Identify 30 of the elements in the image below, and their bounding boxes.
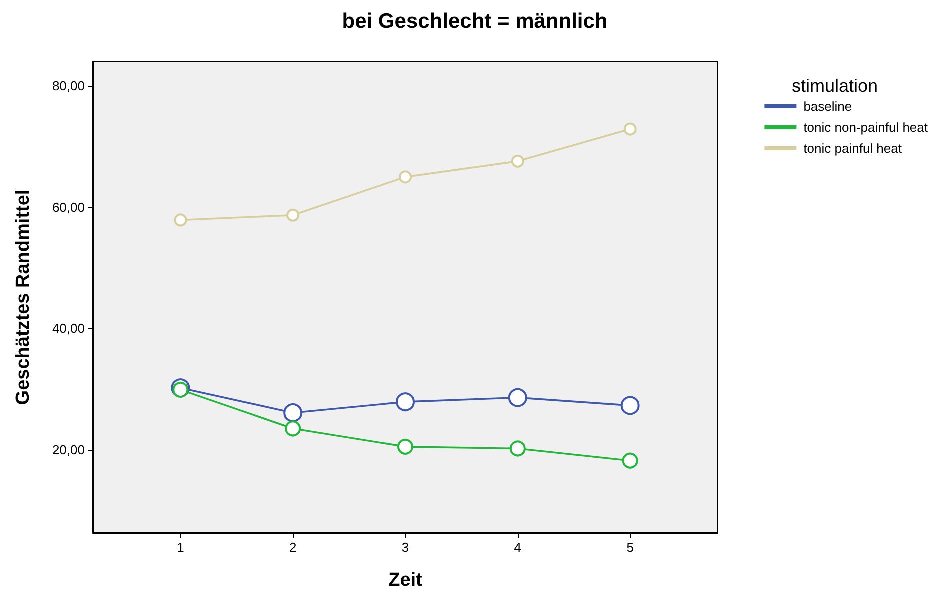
x-tick-label: 3: [402, 540, 410, 555]
point: [508, 388, 528, 408]
x-tick-label: 1: [177, 540, 184, 555]
y-tick-label: 60,00: [52, 200, 85, 215]
y-tick-label: 40,00: [52, 321, 85, 336]
point: [286, 208, 300, 222]
x-tick-label: 5: [626, 540, 634, 555]
point: [174, 214, 188, 227]
legend-label: baseline: [804, 99, 852, 114]
legend-label: tonic non-painful heat: [804, 120, 928, 135]
legend-label: tonic painful heat: [804, 141, 902, 156]
y-tick-label: 80,00: [52, 78, 85, 94]
point: [285, 420, 302, 437]
point: [624, 122, 637, 136]
y-tick-label: 20,00: [52, 442, 85, 458]
point: [284, 403, 303, 422]
point: [622, 452, 638, 469]
point: [511, 154, 524, 168]
point: [620, 396, 640, 416]
point: [510, 440, 526, 457]
chart-title: bei Geschlecht = männlich: [342, 10, 608, 33]
point: [399, 170, 412, 184]
x-tick-label: 2: [289, 540, 297, 555]
x-tick-label: 4: [514, 540, 522, 555]
point: [172, 382, 189, 398]
y-axis-title: Geschätztes Randmittel: [13, 190, 34, 406]
point: [396, 392, 415, 412]
x-axis-title: Zeit: [388, 570, 424, 591]
point: [398, 438, 414, 455]
legend-title: stimulation: [792, 76, 878, 96]
